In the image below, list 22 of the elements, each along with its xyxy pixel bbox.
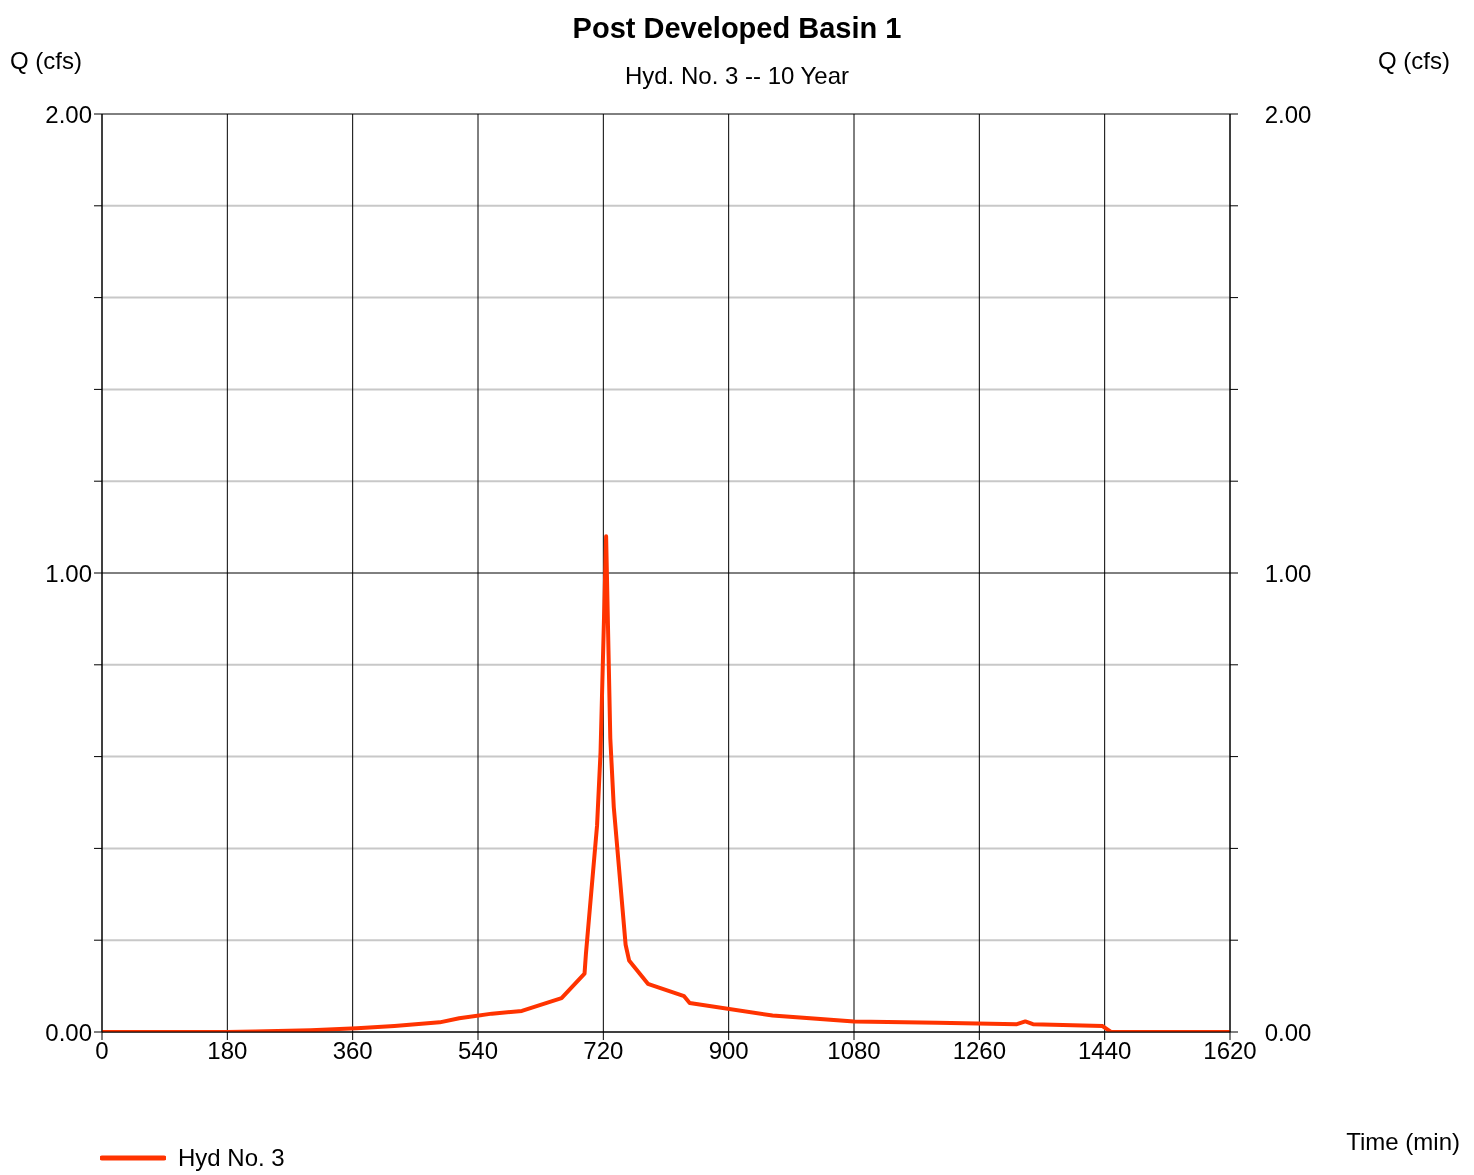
chart-subtitle: Hyd. No. 3 -- 10 Year [624, 62, 850, 89]
y-tick-label: 2.00 [45, 100, 92, 128]
x-tick-label: 1620 [1203, 1037, 1257, 1065]
x-tick-label: 1440 [1077, 1037, 1132, 1065]
x-tick-label: 180 [207, 1037, 248, 1065]
y2-axis-title: Q (cfs) [1378, 47, 1450, 75]
legend-label: Hyd No. 3 [178, 1144, 285, 1172]
x-tick-label: 360 [332, 1037, 373, 1065]
x-tick-label: 0 [95, 1037, 109, 1065]
y-tick-label: 0.00 [45, 1018, 92, 1046]
chart-title: Post Developed Basin 1 [571, 12, 903, 45]
y2-tick-label: 1.00 [1264, 559, 1312, 587]
y2-tick-label: 0.00 [1264, 1018, 1312, 1046]
y-tick-label: 1.00 [45, 559, 92, 587]
y2-tick-label: 2.00 [1264, 100, 1312, 128]
x-tick-label: 1260 [952, 1037, 1007, 1065]
x-tick-label: 1080 [827, 1037, 881, 1065]
x-tick-label: 900 [708, 1037, 749, 1065]
y-axis-title: Q (cfs) [10, 47, 82, 75]
x-axis-title: Time (min) [1346, 1128, 1460, 1156]
x-tick-label: 720 [583, 1037, 624, 1065]
x-tick-label: 540 [457, 1037, 499, 1065]
